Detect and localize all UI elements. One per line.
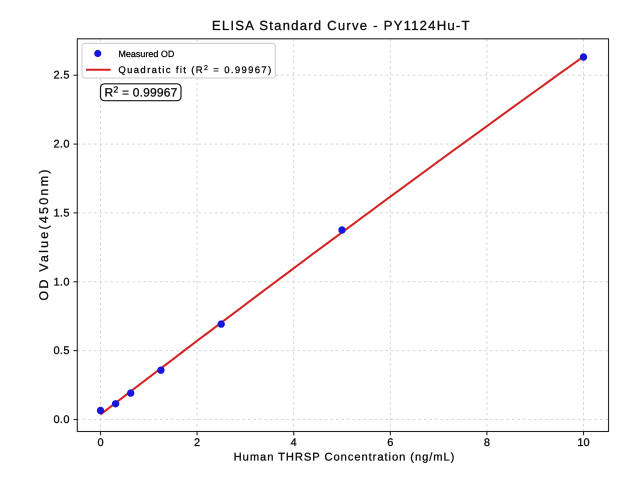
svg-text:OD Value(450nm): OD Value(450nm) — [37, 167, 51, 300]
svg-text:6: 6 — [387, 437, 393, 449]
svg-text:Measured OD: Measured OD — [118, 49, 175, 59]
svg-text:2.5: 2.5 — [53, 70, 69, 82]
svg-text:8: 8 — [484, 437, 490, 449]
svg-text:ELISA Standard Curve - PY1124H: ELISA Standard Curve - PY1124Hu-T — [212, 18, 471, 33]
svg-text:0.0: 0.0 — [53, 414, 69, 426]
svg-text:10: 10 — [577, 437, 589, 449]
svg-text:0: 0 — [97, 437, 103, 449]
svg-text:1.5: 1.5 — [53, 207, 69, 219]
svg-text:2.0: 2.0 — [53, 139, 69, 151]
svg-text:Quadratic fit (R2 = 0.99967): Quadratic fit (R2 = 0.99967) — [118, 65, 272, 76]
svg-text:4: 4 — [291, 437, 297, 449]
svg-text:0.5: 0.5 — [53, 345, 69, 357]
svg-text:1.0: 1.0 — [53, 276, 69, 288]
svg-text:2: 2 — [194, 437, 200, 449]
svg-text:Human THRSP Concentration (ng/: Human THRSP Concentration (ng/mL) — [234, 452, 456, 464]
svg-text:R2 = 0.99967: R2 = 0.99967 — [105, 84, 178, 99]
